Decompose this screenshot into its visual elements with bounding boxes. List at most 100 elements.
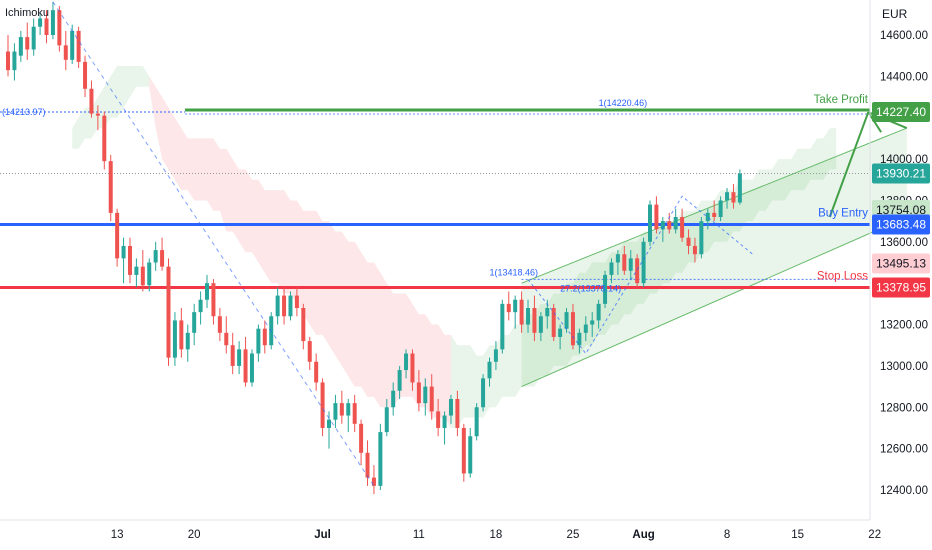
candle-body [635, 258, 640, 284]
candle-body [339, 403, 344, 416]
y-tick-label: 13200.00 [880, 320, 928, 332]
candle-body [172, 320, 177, 358]
candle-body [448, 399, 453, 416]
y-tick-label: 14000.00 [880, 154, 928, 166]
candle-body [147, 262, 152, 286]
candle-body [513, 299, 518, 313]
candle-body [76, 30, 81, 62]
candle-body [63, 45, 68, 60]
ref-13754-badge-text: 13754.08 [876, 203, 926, 217]
candle-body [70, 30, 75, 60]
y-tick-label: 12400.00 [880, 485, 928, 497]
candle-body [615, 254, 620, 263]
candle-body [737, 173, 742, 203]
candle-body [564, 312, 569, 329]
take-profit-badge-text: 14227.40 [876, 105, 926, 119]
candle-body [352, 403, 357, 424]
x-tick-label: Aug [632, 529, 654, 541]
candle-body [397, 370, 402, 391]
bullish-cloud [72, 66, 150, 149]
candle-body [371, 477, 376, 486]
candle-body [416, 382, 421, 404]
fib-lower-label: 1(13418.46) [490, 267, 539, 277]
candle-body [474, 407, 479, 437]
candle-body [545, 308, 550, 317]
x-tick-label: 8 [724, 529, 730, 541]
candle-body [673, 217, 678, 230]
candle-body [725, 192, 730, 201]
candle-body [89, 88, 94, 114]
candle-body [654, 204, 659, 230]
candle-body [558, 328, 563, 337]
x-tick-label: Jul [314, 529, 331, 541]
drawing-overlays: Take Profit Buy Entry Stop Loss 1(14220.46)… [2, 1, 908, 487]
zigzag-pattern [527, 195, 754, 355]
candle-body [205, 283, 210, 300]
candle-body [50, 10, 55, 35]
candle-body [468, 436, 473, 474]
candle-body [327, 419, 331, 428]
candle-body [44, 18, 49, 35]
candle-body [185, 332, 190, 350]
candle-body [538, 316, 543, 333]
y-tick-label: 13000.00 [880, 361, 928, 373]
currency-label: EUR [882, 7, 908, 21]
candle-body [38, 18, 43, 27]
candle-body [429, 386, 434, 412]
channel-fill [521, 128, 907, 387]
candle-body [378, 432, 383, 486]
candle-body [217, 316, 222, 333]
x-tick-label: 18 [490, 529, 503, 541]
candle-body [686, 237, 691, 246]
candle-body [660, 221, 665, 230]
candle-body [288, 295, 293, 317]
candle-body [506, 303, 511, 313]
candle-body [622, 254, 627, 271]
candle-body [519, 299, 524, 325]
candle-body [249, 353, 254, 383]
candle-body [294, 295, 299, 308]
x-tick-label: 13 [111, 529, 124, 541]
take-profit-label: Take Profit [814, 94, 869, 106]
candle-body [275, 295, 280, 317]
candle-body [442, 415, 447, 428]
candle-body [404, 353, 409, 371]
candle-body [699, 221, 704, 255]
candle-body [256, 328, 261, 354]
ref-13495-badge-bg [872, 253, 930, 274]
price-levels [0, 108, 870, 290]
candle-body [108, 161, 113, 213]
candle-body [25, 37, 30, 50]
candle-body [192, 312, 197, 333]
candle-body [667, 221, 672, 230]
fib-1-label: 1(14220.46) [599, 98, 648, 108]
candle-body [282, 295, 287, 317]
candle-body [160, 250, 165, 267]
take-profit-badge-bg [872, 102, 930, 123]
last-price-badge-text: 13930.21 [876, 167, 926, 181]
candle-body [127, 245, 132, 275]
candle-body [493, 349, 498, 362]
candle-body [230, 345, 235, 366]
x-tick-label: 20 [188, 529, 201, 541]
candle-body [641, 241, 646, 284]
y-tick-label: 13600.00 [880, 237, 928, 249]
x-tick-label: 11 [413, 529, 425, 541]
candle-body [410, 353, 415, 383]
candle-body [57, 10, 62, 46]
candle-body [712, 212, 717, 217]
candle-body [423, 386, 428, 404]
candle-body [526, 308, 531, 325]
candle-body [102, 115, 107, 162]
candle-body [570, 312, 575, 346]
candle-body [365, 452, 370, 478]
candle-body [6, 51, 10, 71]
candle-body [134, 266, 139, 275]
candle-body [12, 51, 17, 71]
candle-body [237, 349, 242, 366]
projection-arrow-up [828, 111, 870, 218]
candle-body [705, 212, 710, 222]
